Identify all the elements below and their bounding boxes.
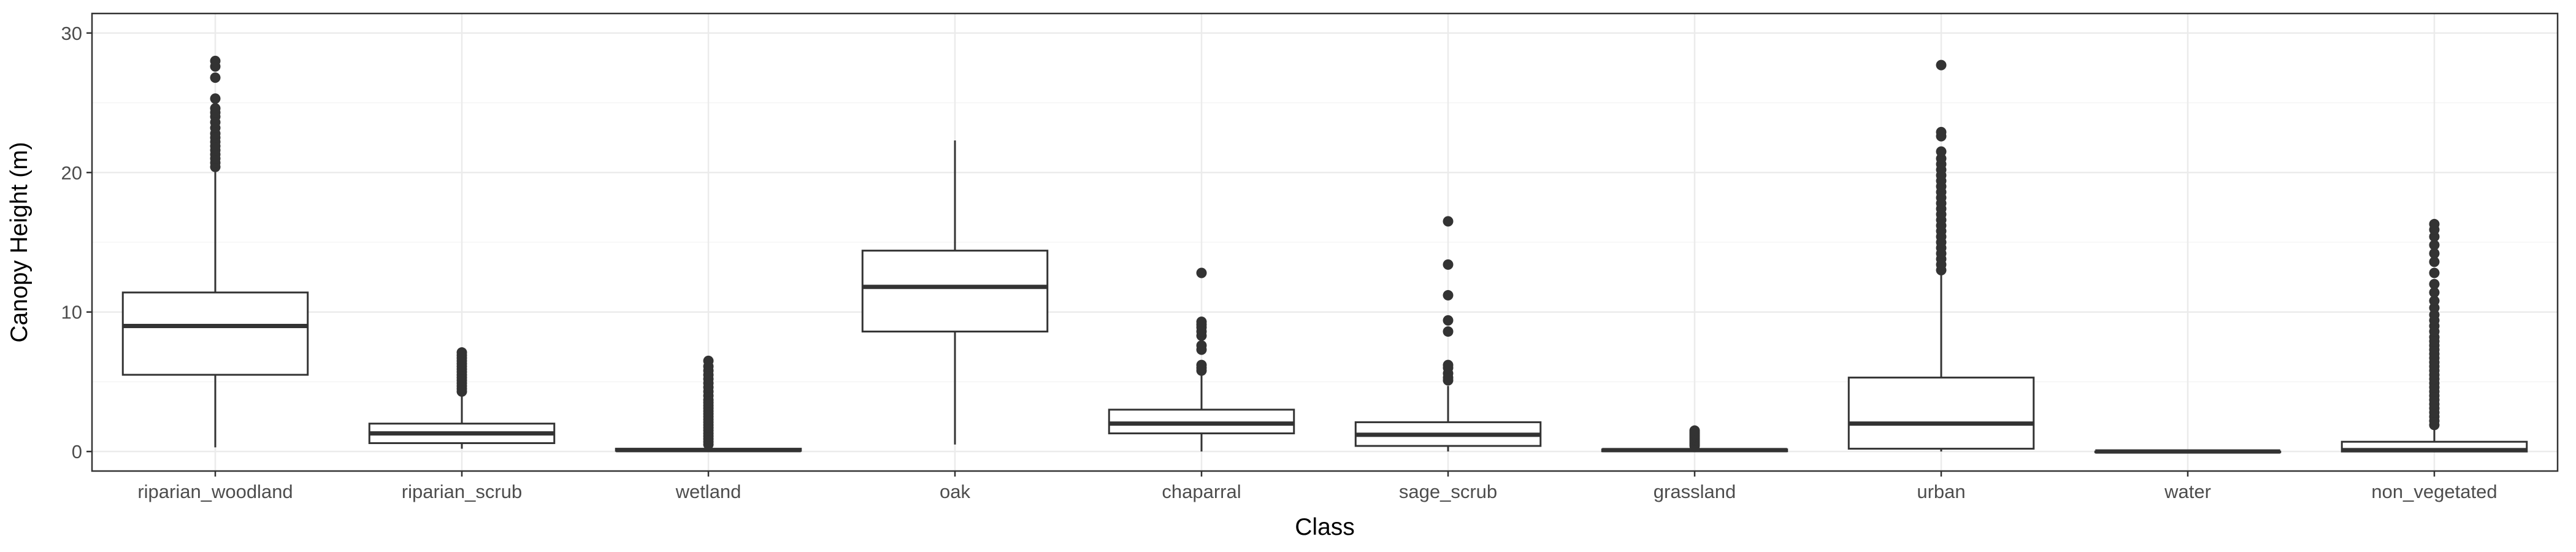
outlier-sage_scrub-4	[1443, 359, 1454, 370]
iqr-box-riparian_woodland	[121, 291, 309, 376]
outlier-chaparral-2	[1196, 359, 1207, 370]
outlier-riparian_woodland-14	[210, 93, 221, 104]
outlier-urban-21	[1936, 146, 1947, 157]
outlier-sage_scrub-7	[1443, 289, 1454, 301]
outlier-non_vegetated-31	[2429, 256, 2440, 267]
y-axis: 0 10 20 30	[61, 23, 92, 462]
outlier-sage_scrub-5	[1443, 326, 1454, 337]
outlier-sage_scrub-8	[1443, 259, 1454, 270]
x-axis-title: Class	[1295, 514, 1355, 540]
outlier-urban-24	[1936, 59, 1947, 71]
box-non_vegetated	[2340, 427, 2528, 453]
outlier-sage_scrub-6	[1443, 315, 1454, 326]
outlier-chaparral-10	[1196, 267, 1207, 278]
x-tick-label-sage_scrub: sage_scrub	[1399, 481, 1497, 502]
y-axis-title: Canopy Height (m)	[6, 142, 33, 342]
x-tick-label-non_vegetated: non_vegetated	[2371, 481, 2497, 502]
y-tick-label-10: 10	[61, 302, 82, 323]
x-axis: riparian_woodland riparian_scrub wetland oa…	[137, 471, 2497, 502]
outlier-non_vegetated-33	[2429, 240, 2440, 251]
outlier-points	[210, 55, 2440, 451]
box-urban	[1847, 273, 2035, 452]
outlier-riparian_woodland-15	[210, 72, 221, 83]
outlier-sage_scrub-9	[1443, 216, 1454, 227]
box-riparian_woodland	[121, 169, 309, 448]
x-tick-label-urban: urban	[1917, 481, 1965, 502]
outlier-chaparral-9	[1196, 316, 1207, 328]
panel-border	[91, 12, 2559, 472]
outlier-chaparral-4	[1196, 340, 1207, 351]
outlier-riparian_woodland-13	[210, 103, 221, 114]
box-oak	[861, 140, 1049, 445]
box-series	[121, 140, 2528, 454]
x-tick-label-riparian_woodland: riparian_woodland	[137, 481, 293, 502]
x-tick-label-oak: oak	[940, 481, 970, 502]
x-tick-label-wetland: wetland	[675, 481, 742, 502]
outlier-wetland-25	[703, 355, 714, 366]
iqr-box-urban	[1847, 377, 2035, 450]
outlier-non_vegetated-29	[2429, 278, 2440, 289]
outlier-non_vegetated-30	[2429, 267, 2440, 278]
minor-gridlines	[92, 102, 2558, 383]
x-tick-label-grassland: grassland	[1654, 481, 1736, 502]
outlier-riparian_woodland-17	[210, 55, 221, 66]
outlier-non_vegetated-36	[2429, 218, 2440, 229]
outlier-non_vegetated-28	[2429, 287, 2440, 298]
outlier-non_vegetated-32	[2429, 248, 2440, 259]
box-water	[2094, 449, 2282, 454]
x-tick-label-riparian_scrub: riparian_scrub	[402, 481, 522, 502]
box-sage_scrub	[1354, 386, 1542, 452]
outlier-grassland-11	[1689, 425, 1700, 436]
box-riparian_scrub	[368, 394, 556, 449]
iqr-box-oak	[861, 250, 1049, 333]
y-tick-label-20: 20	[61, 162, 82, 183]
outlier-non_vegetated-27	[2429, 296, 2440, 307]
box-chaparral	[1108, 375, 1295, 452]
x-tick-label-water: water	[2164, 481, 2211, 502]
y-tick-label-0: 0	[72, 441, 82, 462]
x-tick-label-chaparral: chaparral	[1162, 481, 1241, 502]
outlier-urban-23	[1936, 126, 1947, 137]
outlier-riparian_scrub-14	[456, 347, 467, 358]
y-tick-label-30: 30	[61, 23, 82, 44]
